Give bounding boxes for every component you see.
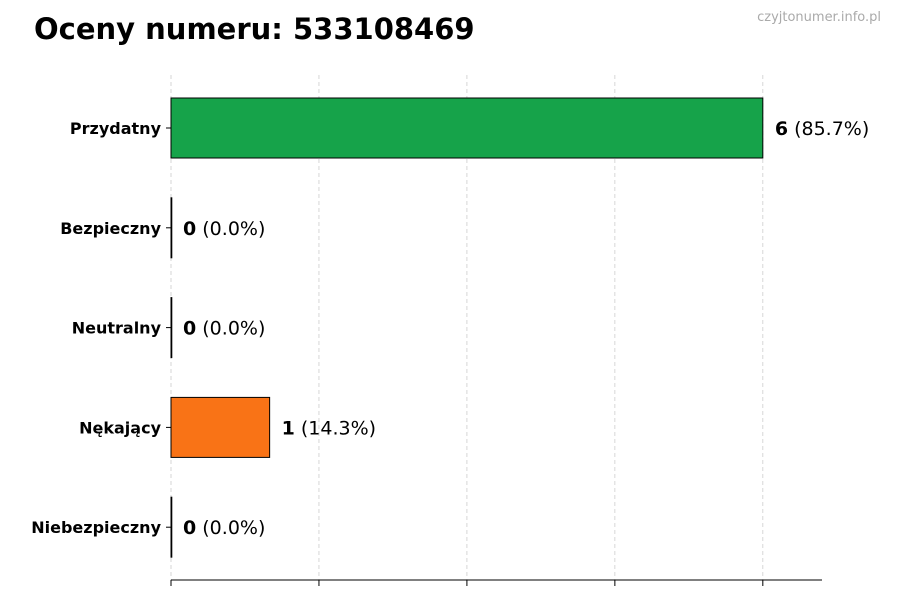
category-label: Neutralny (72, 319, 162, 338)
bar (170, 396, 271, 458)
bar (170, 297, 173, 359)
value-label: 6 (775, 118, 788, 140)
percent-label: (14.3%) (295, 417, 376, 439)
category-label: Niebezpieczny (31, 518, 161, 537)
value-label: 0 (183, 517, 196, 539)
category-label: Bezpieczny (60, 219, 161, 238)
data-label: 1 (14.3%) (282, 417, 376, 439)
data-label: 0 (0.0%) (183, 318, 265, 340)
percent-label: (0.0%) (196, 318, 265, 340)
bar (170, 496, 173, 558)
bar (170, 197, 173, 259)
category-label: Przydatny (70, 119, 162, 138)
value-label: 0 (183, 218, 196, 240)
category-label: Nękający (79, 418, 161, 437)
data-label: 0 (0.0%) (183, 517, 265, 539)
data-label: 6 (85.7%) (775, 118, 869, 140)
percent-label: (0.0%) (196, 517, 265, 539)
data-label: 0 (0.0%) (183, 218, 265, 240)
chart-title: Oceny numeru: 533108469 (34, 12, 475, 46)
bar (170, 97, 764, 159)
value-label: 0 (183, 318, 196, 340)
percent-label: (85.7%) (788, 118, 869, 140)
percent-label: (0.0%) (196, 218, 265, 240)
value-label: 1 (282, 417, 295, 439)
watermark: czyjtonumer.info.pl (757, 10, 881, 25)
